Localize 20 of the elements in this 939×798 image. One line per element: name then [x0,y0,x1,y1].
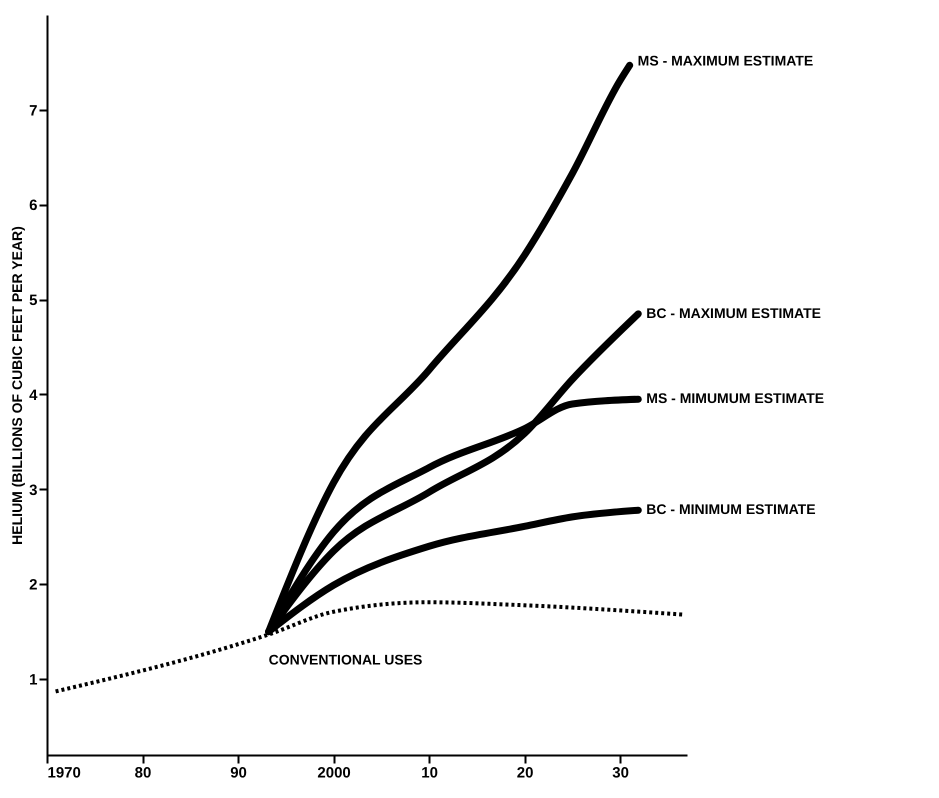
y-tick-label: 5 [29,292,38,310]
series-label: MS - MIMUMUM ESTIMATE [646,390,824,406]
y-tick-label: 6 [29,197,38,214]
y-tick-label: 3 [29,482,38,499]
series-label: BC - MINIMUM ESTIMATE [646,501,816,518]
x-tick-label: 20 [516,764,534,782]
x-tick-label: 10 [421,764,438,782]
y-tick-label: 4 [29,386,38,404]
x-tick-label: 2000 [317,764,351,782]
x-tick-label: 80 [134,764,152,782]
y-tick-label: 7 [29,102,38,120]
x-tick-label: 90 [230,764,247,782]
series-label: CONVENTIONAL USES [268,652,422,668]
y-axis-title: HELIUM (BILLIONS OF CUBIC FEET PER YEAR) [9,226,26,545]
x-tick-label: 30 [612,764,629,782]
series-label: MS - MAXIMUM ESTIMATE [638,52,814,68]
y-tick-label: 1 [29,672,38,689]
x-tick-label: 1970 [48,764,81,782]
series-label: BC - MAXIMUM ESTIMATE [646,304,822,321]
y-tick-label: 2 [29,576,38,594]
